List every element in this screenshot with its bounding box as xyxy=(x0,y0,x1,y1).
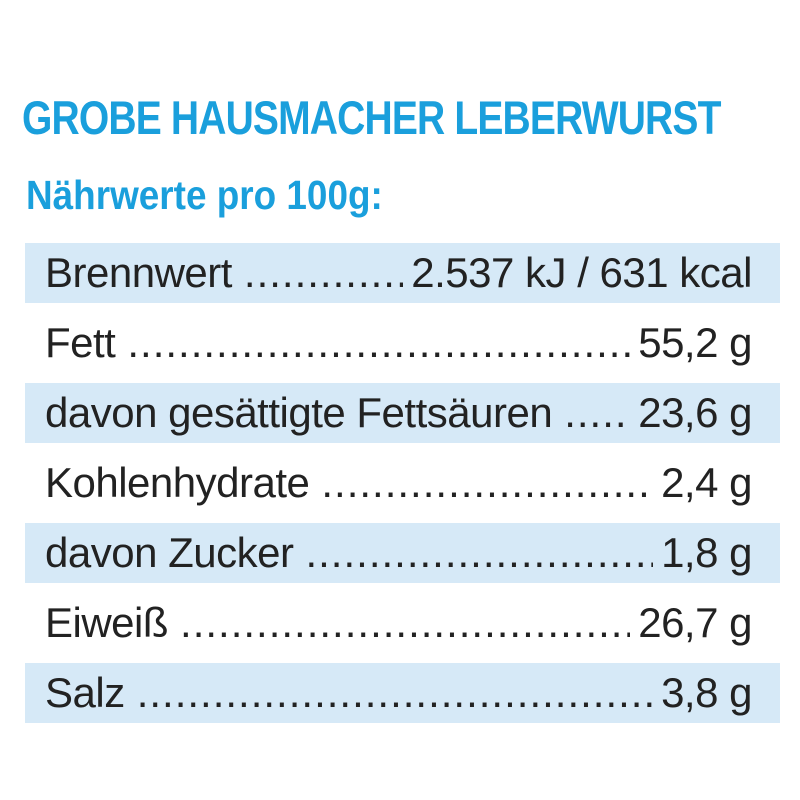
nutrition-subtitle: Nährwerte pro 100g: xyxy=(26,172,383,218)
nutrition-value: 2,4 g xyxy=(661,459,752,506)
dot-leader xyxy=(180,599,630,647)
dot-leader xyxy=(127,319,630,367)
dot-leader xyxy=(564,389,630,437)
nutrition-row-eiweiss: Eiweiß 26,7 g xyxy=(25,593,780,653)
product-title: GROBE HAUSMACHER LEBERWURST xyxy=(22,91,721,144)
nutrition-label: Salz xyxy=(45,669,125,716)
nutrition-value: 1,8 g xyxy=(661,529,752,576)
nutrition-label: davon gesättigte Fettsäuren xyxy=(45,389,553,436)
nutrition-row-fett: Fett 55,2 g xyxy=(25,313,780,373)
nutrition-value: 26,7 g xyxy=(638,599,752,646)
dot-leader xyxy=(305,529,653,577)
nutrition-value: 3,8 g xyxy=(661,669,752,716)
nutrition-label: Brennwert xyxy=(45,249,232,296)
nutrition-value: 2.537 kJ / 631 kcal xyxy=(411,249,752,296)
dot-leader xyxy=(244,249,403,297)
dot-leader xyxy=(321,459,653,507)
nutrition-label: Eiweiß xyxy=(45,599,169,646)
dot-leader xyxy=(137,669,653,717)
nutrition-row-gesaettigte-fettsaeuren: davon gesättigte Fettsäuren 23,6 g xyxy=(25,383,780,443)
nutrition-row-kohlenhydrate: Kohlenhydrate 2,4 g xyxy=(25,453,780,513)
nutrition-label: Fett xyxy=(45,319,116,366)
nutrition-row-brennwert: Brennwert 2.537 kJ / 631 kcal xyxy=(25,243,780,303)
nutrition-row-zucker: davon Zucker 1,8 g xyxy=(25,523,780,583)
nutrition-row-salz: Salz 3,8 g xyxy=(25,663,780,723)
nutrition-value: 23,6 g xyxy=(638,389,752,436)
nutrition-table: Brennwert 2.537 kJ / 631 kcal Fett 55,2 … xyxy=(25,243,780,733)
nutrition-label: Kohlenhydrate xyxy=(45,459,310,506)
nutrition-label: davon Zucker xyxy=(45,529,294,576)
nutrition-value: 55,2 g xyxy=(638,319,752,366)
